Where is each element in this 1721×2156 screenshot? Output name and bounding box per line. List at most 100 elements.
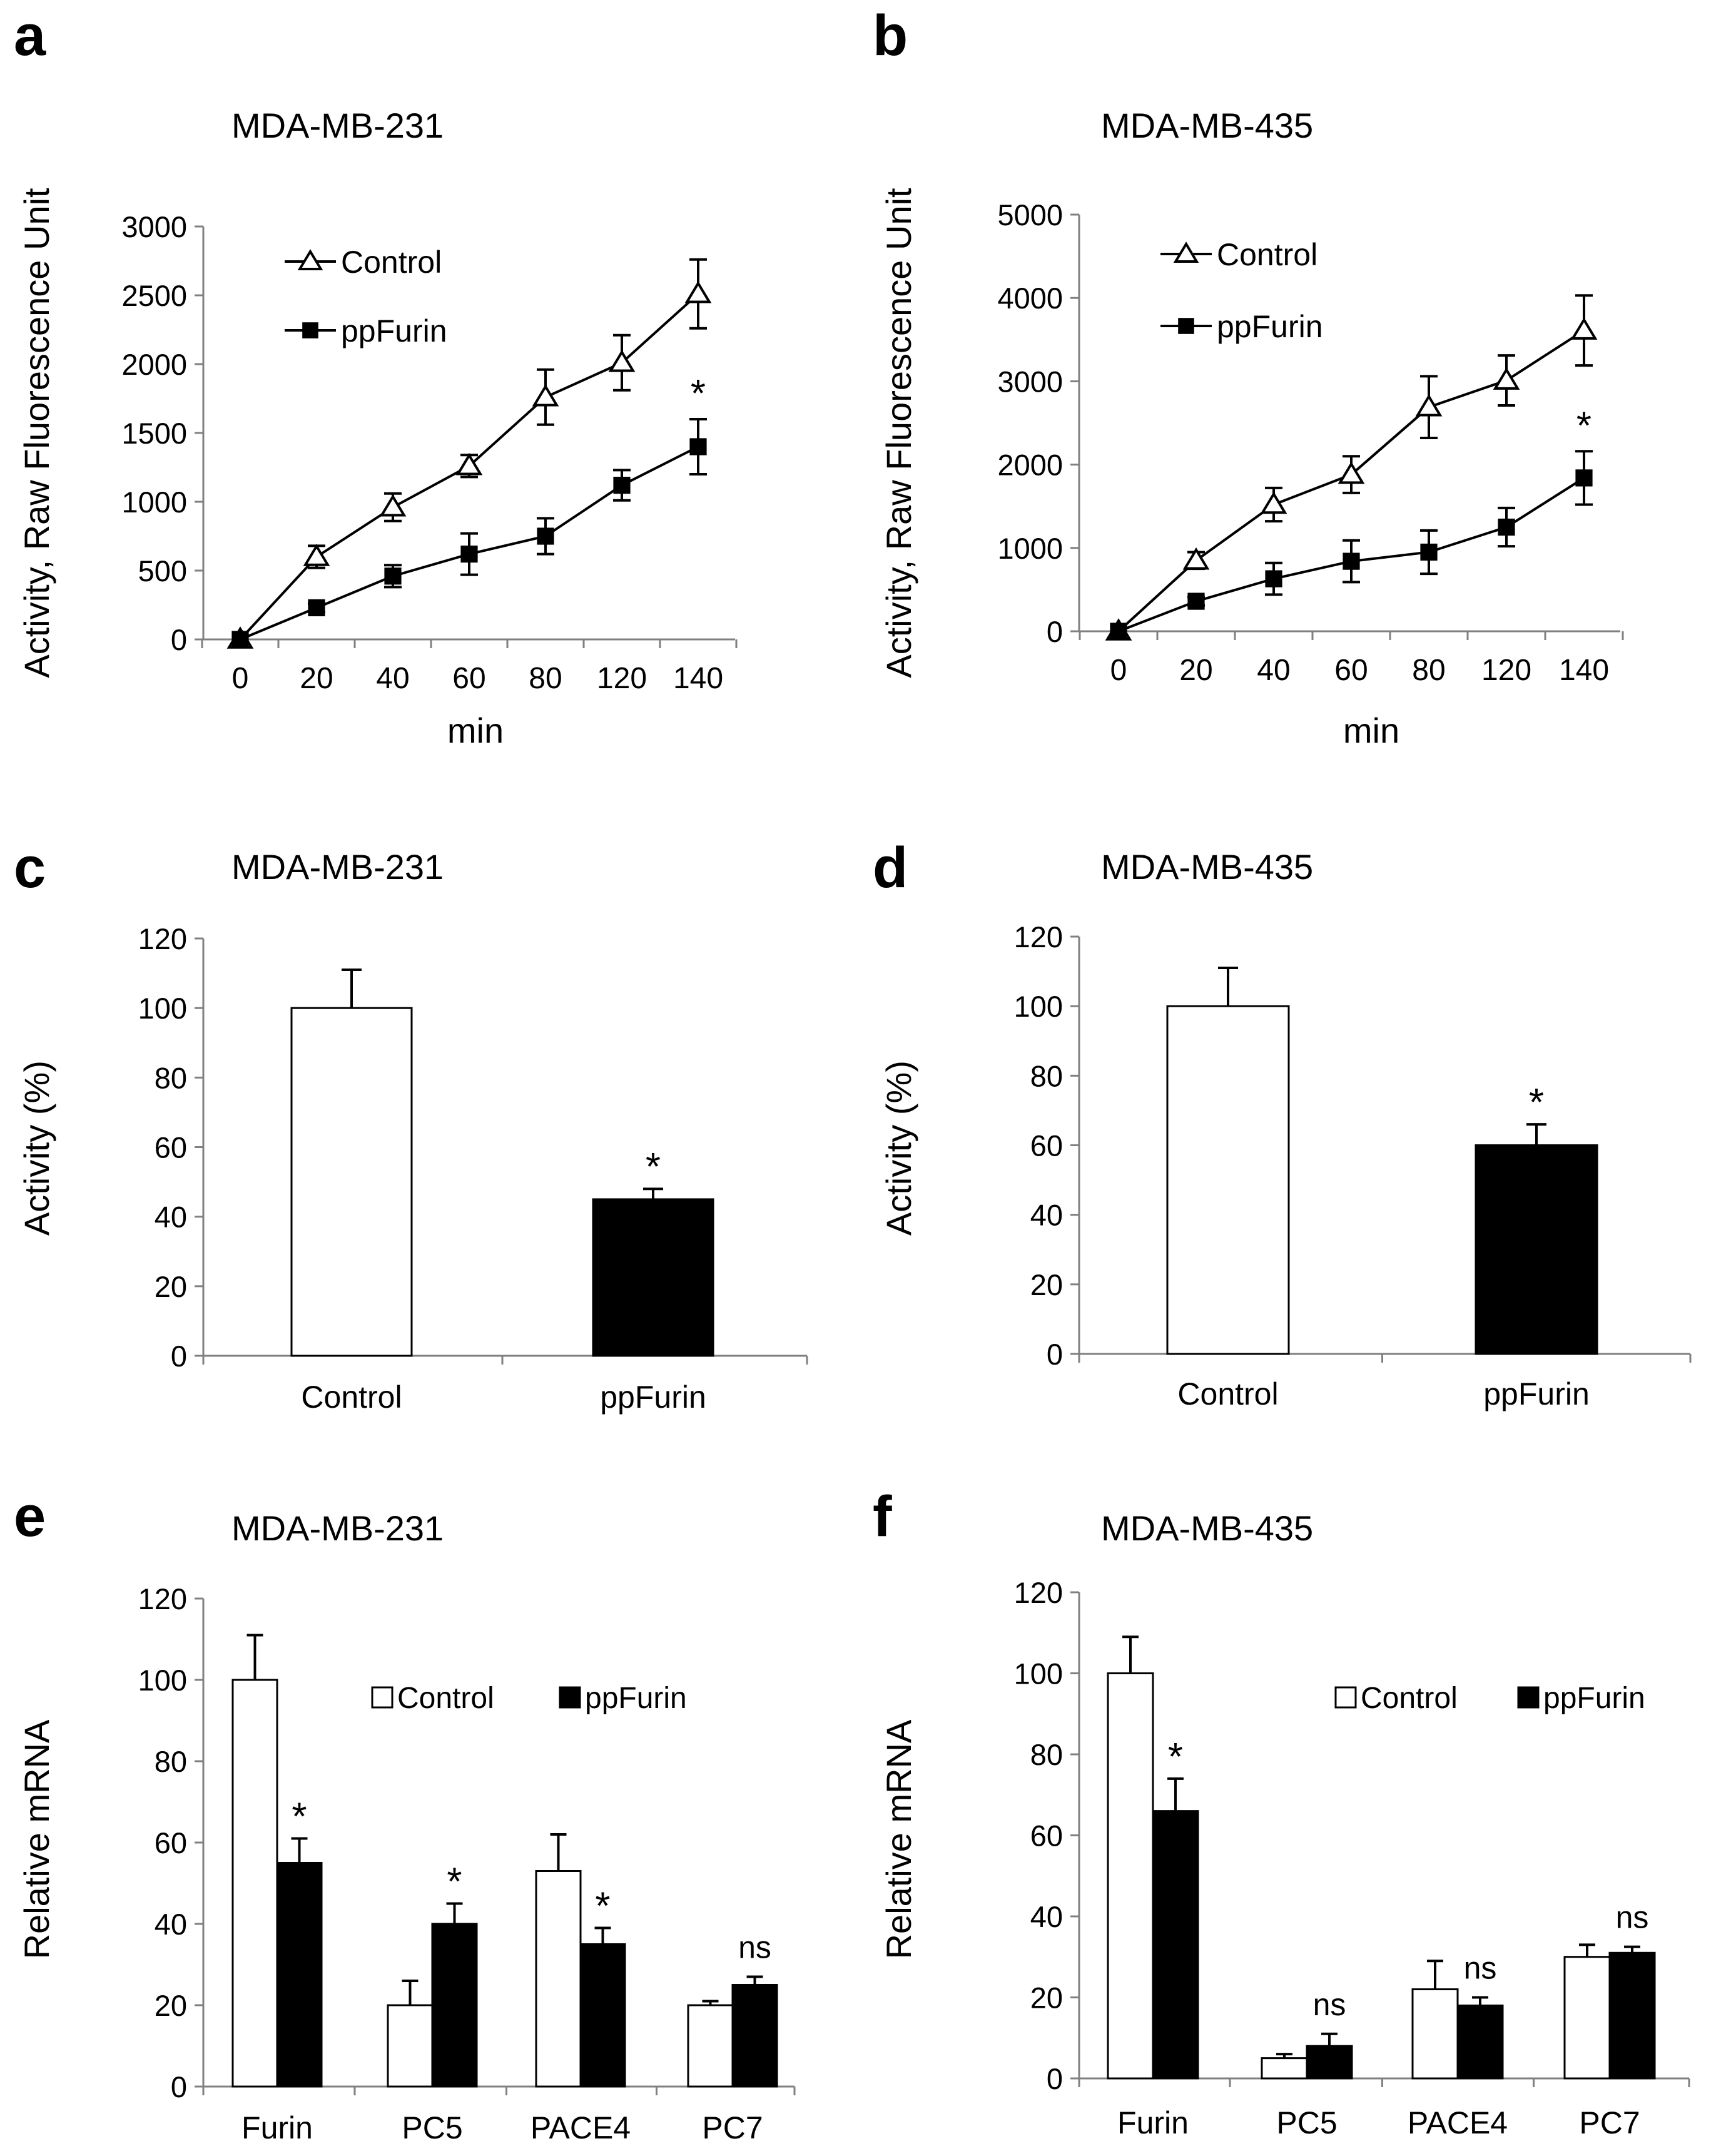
x-tick-label: 40 [1257,654,1290,687]
open-triangle-marker [1338,461,1365,484]
panel-letter: d [873,836,908,900]
y-tick-label: 20 [1030,1268,1063,1301]
x-tick-label: 0 [1110,654,1127,687]
y-axis-label: Relative mRNA [17,1719,56,1959]
y-tick-label: 0 [171,2070,187,2103]
legend-swatch [1517,1686,1540,1709]
chart-title: MDA-MB-435 [1101,847,1313,887]
y-tick-label: 100 [138,992,187,1025]
filled-square-marker [460,546,478,563]
open-triangle-marker [1570,317,1598,340]
legend-label: Control [1361,1682,1458,1715]
open-triangle-marker [1415,394,1443,417]
legend-label: Control [341,245,442,280]
y-tick-label: 40 [1030,1199,1063,1232]
x-tick-label: PACE4 [1408,2105,1508,2140]
x-tick-label: 140 [1559,654,1609,687]
filled-square-marker [1420,543,1438,561]
chart-title: MDA-MB-231 [231,1508,444,1548]
y-tick-label: 60 [1030,1129,1063,1162]
y-tick-label: 120 [1014,1576,1063,1609]
y-tick-label: 1000 [997,532,1063,565]
legend-label: ppFurin [1543,1682,1645,1715]
x-tick-label: 20 [300,662,333,695]
y-axis-label: Activity, Raw Fluorescence Unit [879,188,918,678]
significance-mark: * [595,1885,610,1928]
chart-title: MDA-MB-435 [1101,1508,1313,1548]
filled-square-marker [231,631,249,648]
filled-square-marker [308,599,325,616]
y-axis-label: Activity, Raw Fluorescence Unit [17,188,56,678]
legend-swatch [1334,1686,1357,1709]
y-tick-label: 120 [138,922,187,955]
y-axis-label: Activity (%) [879,1060,918,1236]
open-triangle-marker [455,452,483,475]
panel-d: d MDA-MB-435 0 20 40 60 80 100 120 Activity (%) Co… [873,836,1692,1411]
chart-title: MDA-MB-435 [1101,106,1313,145]
panel-e: e MDA-MB-231 0 20 40 60 80 100 120 Relative mRNA F… [14,1485,796,2145]
x-tick-label: 120 [597,662,647,695]
legend-label: ppFurin [585,1682,687,1715]
x-tick-label: 120 [1481,654,1531,687]
bar-ppFurin-Activity [1475,1144,1598,1355]
filled-square-marker [1110,623,1127,640]
y-tick-label: 60 [1030,1819,1063,1853]
bar-Control-Activity [290,1007,413,1357]
x-tick-label: 0 [232,662,249,695]
y-tick-label: 100 [1014,990,1063,1023]
y-axis-label: Relative mRNA [879,1719,918,1959]
x-tick-label: 140 [673,662,723,695]
bar-PC5-Control [387,2004,434,2088]
panel-letter: f [873,1485,892,1548]
chart-title: MDA-MB-231 [231,847,444,887]
y-tick-label: 80 [155,1745,187,1778]
significance-mark: ns [1464,1951,1497,1986]
legend-label: ppFurin [1217,309,1323,344]
bar-PACE4-ppFurin [1456,2004,1504,2080]
y-tick-label: 20 [155,1989,187,2022]
bar-Furin-Control [231,1679,278,2088]
y-tick-label: 0 [171,623,187,656]
significance-mark: * [1168,1736,1183,1779]
bar-PC5-ppFurin [431,1923,478,2088]
bar-Furin-ppFurin [276,1862,323,2088]
significance-mark: * [691,372,706,415]
y-tick-label: 3000 [997,365,1063,398]
x-tick-label: ppFurin [600,1380,706,1415]
x-axis-label: min [1343,711,1399,750]
significance-mark: ns [1616,1900,1649,1935]
y-tick-label: 120 [1014,920,1063,953]
y-tick-label: 40 [1030,1900,1063,1933]
open-triangle-marker [684,280,712,303]
bar-PC5-Control [1261,2057,1308,2080]
y-tick-label: 5000 [997,198,1063,231]
bar-Furin-ppFurin [1152,1810,1199,2080]
y-tick-label: 2500 [121,279,187,312]
x-tick-label: PC5 [402,2110,462,2145]
y-tick-label: 0 [1047,2062,1063,2095]
panel-c: c MDA-MB-231 0 20 40 60 80 100 120 Activity (%) Co… [14,836,808,1415]
y-tick-label: 1000 [121,486,187,519]
x-tick-label: PC5 [1276,2105,1337,2140]
filled-square-marker [384,567,402,585]
filled-square-marker [1178,318,1194,334]
panel-letter: b [873,4,908,68]
y-tick-label: 2000 [121,348,187,381]
filled-square-marker [689,438,707,455]
bar-PACE4-Control [535,1870,582,2088]
x-tick-label: 80 [529,662,562,695]
open-triangle-marker [1173,242,1199,263]
x-tick-label: 80 [1412,654,1445,687]
open-triangle-marker [1182,547,1210,570]
y-tick-label: 60 [155,1826,187,1859]
filled-square-marker [1343,552,1360,570]
filled-square-marker [1265,570,1282,587]
filled-square-marker [302,322,318,338]
y-tick-label: 2000 [997,449,1063,482]
open-triangle-marker [532,384,559,407]
y-tick-label: 0 [1047,615,1063,648]
significance-mark: * [1576,404,1592,447]
filled-square-marker [537,527,554,545]
bar-PC7-ppFurin [1608,1951,1656,2080]
